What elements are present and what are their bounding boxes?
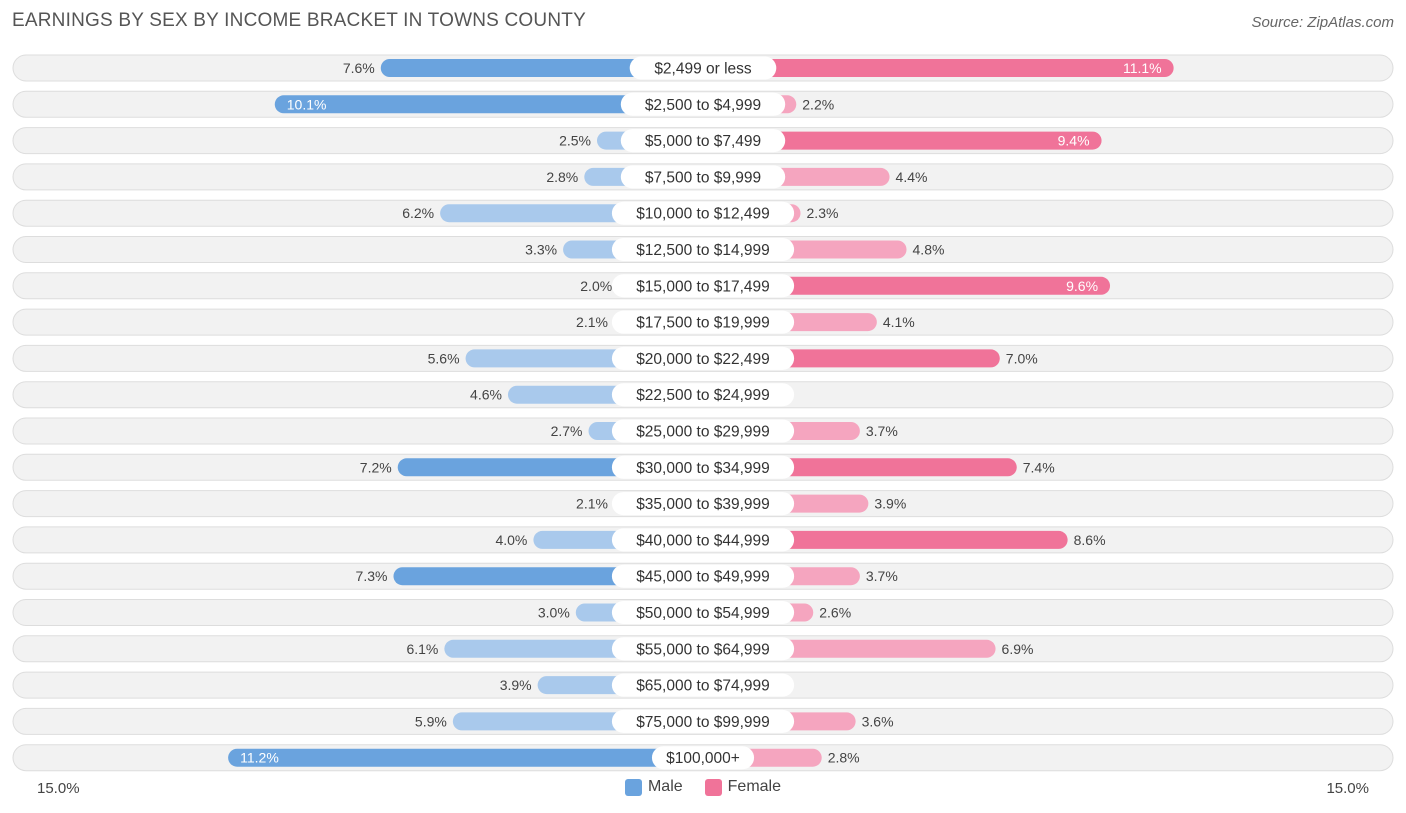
male-bar: [228, 748, 703, 767]
category-label: $45,000 to $49,999: [636, 569, 770, 586]
category-pill: [611, 455, 795, 479]
category-label: $2,500 to $4,999: [645, 97, 761, 114]
male-bar: [274, 95, 703, 114]
source-credit: Source: ZipAtlas.com: [1251, 14, 1394, 31]
category-pill: [611, 673, 795, 697]
legend-item-female: Female: [704, 778, 782, 796]
male-value-label: 7.2%: [360, 459, 392, 475]
category-label: $50,000 to $54,999: [636, 605, 770, 622]
male-value-label: 2.5%: [559, 133, 591, 149]
category-label: $100,000+: [666, 750, 740, 767]
category-pill: [611, 238, 795, 261]
category-label: $7,500 to $9,999: [645, 169, 761, 186]
female-value-label: 2.8%: [828, 750, 860, 766]
male-value-label: 4.0%: [495, 532, 527, 548]
male-value-label: 5.6%: [428, 350, 460, 366]
category-pill: [611, 528, 795, 552]
category-pill: [611, 310, 795, 334]
male-value-label: 11.2%: [240, 750, 279, 766]
female-bar: [703, 131, 1102, 150]
axis-label-left: 15.0%: [37, 780, 80, 797]
female-value-label: 2.2%: [802, 96, 834, 112]
female-value-label: 3.6%: [862, 713, 894, 729]
category-pill: [611, 383, 795, 407]
category-label: $35,000 to $39,999: [636, 496, 770, 513]
category-pill: [611, 564, 795, 588]
category-label: $25,000 to $29,999: [636, 424, 770, 441]
female-value-label: 6.9%: [1002, 641, 1034, 657]
category-label: $65,000 to $74,999: [636, 678, 770, 695]
male-value-label: 7.3%: [356, 568, 388, 584]
category-pill: [611, 346, 795, 370]
female-bar: [703, 276, 1111, 295]
diverging-bar-chart: 7.6% 11.1% $2,499 or less 10.1% 2.2% $2,500 t…: [12, 54, 1394, 772]
female-value-label: 9.4%: [1058, 133, 1090, 149]
male-value-label: 6.2%: [402, 205, 434, 221]
category-pill: [611, 709, 795, 733]
female-value-label: 2.6%: [819, 605, 851, 621]
category-label: $40,000 to $44,999: [636, 532, 770, 549]
female-value-label: 11.1%: [1123, 60, 1162, 76]
male-value-label: 3.9%: [500, 677, 532, 693]
legend-label-male: Male: [647, 778, 683, 795]
category-label: $17,500 to $19,999: [636, 315, 770, 332]
category-label: $55,000 to $64,999: [636, 641, 770, 658]
category-pill: [620, 92, 786, 116]
female-value-label: 7.4%: [1023, 459, 1055, 475]
category-pill: [629, 56, 777, 80]
female-bar: [703, 530, 1068, 549]
female-value-label: 4.1%: [883, 314, 915, 330]
category-label: $10,000 to $12,499: [636, 206, 770, 223]
female-value-label: 4.8%: [913, 242, 945, 258]
legend-swatch-female: [704, 778, 722, 796]
female-value-label: 3.7%: [866, 423, 898, 439]
male-value-label: 2.1%: [576, 314, 608, 330]
male-value-label: 2.7%: [551, 423, 583, 439]
category-label: $20,000 to $22,499: [636, 351, 770, 368]
female-value-label: 7.0%: [1006, 350, 1038, 366]
male-value-label: 3.3%: [525, 242, 557, 258]
category-label: $2,499 or less: [654, 61, 752, 78]
male-value-label: 6.1%: [406, 641, 438, 657]
category-pill: [611, 201, 795, 225]
category-pill: [651, 746, 755, 770]
legend: Male Female: [0, 778, 1406, 796]
female-bar: [703, 59, 1174, 77]
female-value-label: 3.9%: [874, 496, 906, 512]
category-pill: [620, 129, 786, 153]
female-value-label: 9.6%: [1066, 278, 1098, 294]
category-pill: [611, 274, 795, 298]
male-value-label: 4.6%: [470, 387, 502, 403]
category-pill: [611, 419, 795, 443]
category-label: $30,000 to $34,999: [636, 460, 770, 477]
category-pill: [620, 165, 786, 189]
male-value-label: 2.0%: [580, 278, 612, 294]
category-label: $12,500 to $14,999: [636, 242, 770, 259]
male-value-label: 10.1%: [287, 96, 327, 112]
male-value-label: 2.8%: [546, 169, 578, 185]
category-pill: [611, 492, 795, 516]
female-value-label: 8.6%: [1074, 532, 1106, 548]
legend-swatch-male: [624, 778, 642, 796]
legend-item-male: Male: [624, 778, 683, 796]
male-value-label: 7.6%: [343, 60, 375, 76]
category-pill: [611, 637, 795, 661]
male-bar: [380, 59, 703, 77]
male-value-label: 3.0%: [538, 605, 570, 621]
female-value-label: 4.4%: [896, 169, 928, 185]
legend-label-female: Female: [727, 778, 782, 795]
category-pill: [611, 601, 795, 624]
axis-label-right: 15.0%: [1326, 780, 1369, 797]
female-value-label: 2.3%: [807, 205, 839, 221]
category-label: $22,500 to $24,999: [636, 387, 770, 404]
male-value-label: 5.9%: [415, 713, 447, 729]
female-value-label: 3.7%: [866, 568, 898, 584]
category-label: $15,000 to $17,499: [636, 278, 770, 295]
category-label: $5,000 to $7,499: [645, 133, 761, 150]
male-value-label: 2.1%: [576, 496, 608, 512]
category-label: $75,000 to $99,999: [636, 714, 770, 731]
chart-title: EARNINGS BY SEX BY INCOME BRACKET IN TOW…: [12, 10, 586, 31]
